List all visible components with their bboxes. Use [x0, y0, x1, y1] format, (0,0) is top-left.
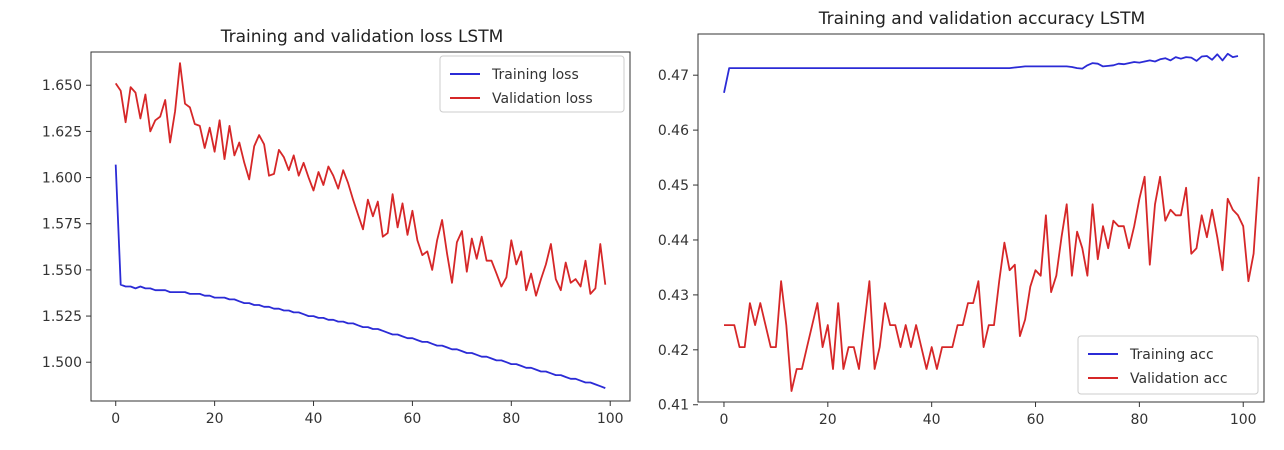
loss-chart-title: Training and validation loss LSTM — [220, 27, 504, 47]
loss-y-tick-label: 1.525 — [42, 309, 82, 325]
acc-x-tick-label: 100 — [1230, 412, 1257, 428]
loss-x-tick-label: 100 — [597, 411, 624, 427]
acc-plot-area — [697, 33, 1265, 403]
acc-y-tick-label: 0.44 — [658, 233, 689, 249]
loss-y-tick-label: 1.550 — [42, 263, 82, 279]
acc-legend-box — [1077, 335, 1259, 395]
acc-x-tick-label: 60 — [1027, 412, 1045, 428]
acc-y-tick-label: 0.47 — [658, 68, 689, 84]
acc-legend-label: Training acc — [1129, 347, 1214, 363]
acc-legend: Training acc Validation acc — [1077, 335, 1259, 395]
loss-legend-label: Training loss — [491, 67, 579, 83]
loss-y-tick-label: 1.600 — [42, 171, 82, 187]
loss-series-line-validation — [114, 62, 607, 297]
loss-y-tick-label: 1.500 — [42, 355, 82, 371]
loss-y-tick-label: 1.650 — [42, 78, 82, 94]
loss-series-line-training — [114, 164, 606, 389]
acc-x-tick-label: 20 — [819, 412, 837, 428]
loss-x-tick-label: 0 — [111, 411, 120, 427]
loss-x-tick-label: 60 — [404, 411, 422, 427]
loss-plot-area — [90, 51, 631, 402]
loss-x-tick-label: 80 — [502, 411, 520, 427]
loss-y-tick-label: 1.625 — [42, 124, 82, 140]
acc-x-tick-label: 40 — [923, 412, 941, 428]
acc-x-tick-label: 0 — [720, 412, 729, 428]
acc-y-tick-label: 0.45 — [658, 178, 689, 194]
loss-legend-box — [439, 55, 625, 113]
loss-legend-label: Validation loss — [492, 91, 593, 107]
loss-y-tick-label: 1.575 — [42, 217, 82, 233]
acc-y-tick-label: 0.42 — [658, 343, 689, 359]
acc-y-tick-label: 0.43 — [658, 288, 689, 304]
acc-y-tick-label: 0.46 — [658, 123, 689, 139]
acc-x-tick-label: 80 — [1130, 412, 1148, 428]
loss-x-tick-label: 40 — [305, 411, 323, 427]
acc-series-line-training — [723, 52, 1239, 93]
acc-legend-label: Validation acc — [1130, 371, 1228, 387]
accuracy-chart-title: Training and validation accuracy LSTM — [818, 9, 1145, 29]
acc-series-line-validation — [724, 175, 1260, 392]
loss-legend: Training loss Validation loss — [439, 55, 625, 113]
acc-y-tick-label: 0.41 — [658, 398, 689, 414]
loss-x-tick-label: 20 — [206, 411, 224, 427]
